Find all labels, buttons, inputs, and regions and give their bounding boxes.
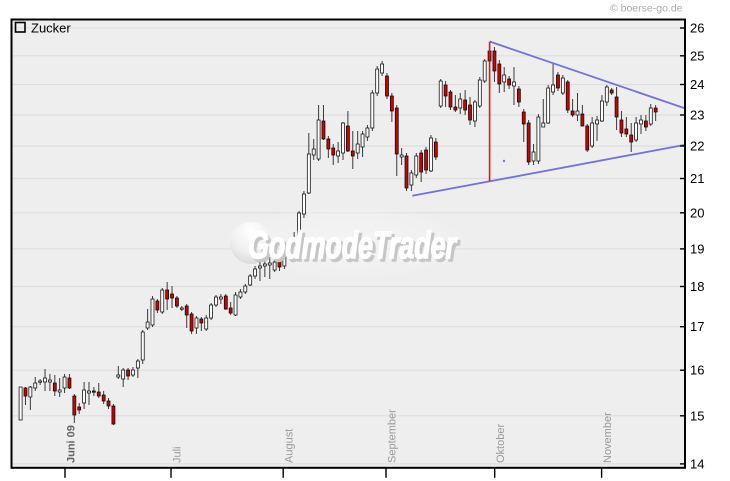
svg-text:22: 22 xyxy=(690,139,704,154)
svg-text:19: 19 xyxy=(690,241,704,256)
svg-text:16: 16 xyxy=(690,363,704,378)
svg-text:Juli: Juli xyxy=(172,446,184,463)
svg-text:© boerse-go.de: © boerse-go.de xyxy=(610,3,683,15)
svg-text:20: 20 xyxy=(690,205,704,220)
svg-text:18: 18 xyxy=(690,279,704,294)
svg-text:26: 26 xyxy=(690,21,704,36)
svg-text:17: 17 xyxy=(690,319,704,334)
svg-text:21: 21 xyxy=(690,171,704,186)
svg-text:GodmodeTrader: GodmodeTrader xyxy=(248,225,458,267)
svg-text:23: 23 xyxy=(690,108,704,123)
svg-text:Oktober: Oktober xyxy=(495,424,507,463)
svg-text:Zucker: Zucker xyxy=(31,21,71,36)
svg-text:14: 14 xyxy=(690,456,704,471)
svg-text:15: 15 xyxy=(690,408,704,423)
svg-text:November: November xyxy=(602,412,614,463)
svg-text:25: 25 xyxy=(690,48,704,63)
svg-text:GodmodeTrader: GodmodeTrader xyxy=(251,228,461,270)
svg-text:Juni 09: Juni 09 xyxy=(66,425,78,463)
svg-text:24: 24 xyxy=(690,77,704,92)
svg-text:September: September xyxy=(387,409,399,463)
svg-text:August: August xyxy=(284,429,296,463)
